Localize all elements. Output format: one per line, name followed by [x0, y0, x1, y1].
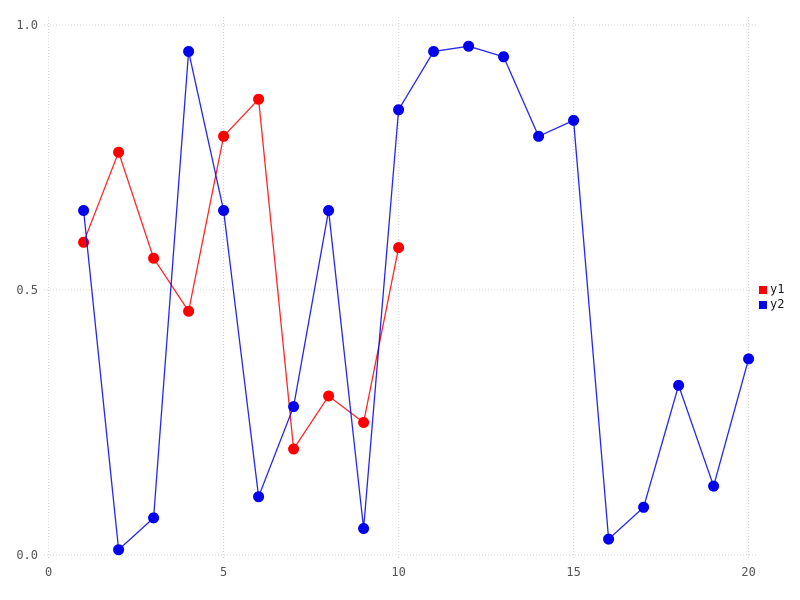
y-tick-label: 0.0 [16, 548, 38, 562]
data-point-y2 [218, 205, 230, 216]
data-point-y2 [393, 104, 405, 116]
x-tick-label: 0 [45, 565, 52, 579]
data-point-y2 [743, 353, 755, 365]
legend-item-y2: y2 [759, 298, 784, 311]
data-point-y2 [113, 544, 125, 556]
data-point-y2 [428, 46, 440, 57]
data-point-y1 [113, 146, 125, 158]
legend-label-y2: y2 [770, 297, 785, 311]
data-point-y2 [463, 40, 475, 52]
data-point-y2 [253, 491, 265, 503]
data-point-y2 [288, 401, 300, 413]
data-point-y2 [148, 512, 160, 524]
legend-label-y1: y1 [770, 282, 785, 296]
legend-item-y1: y1 [759, 283, 784, 296]
data-point-y2 [78, 205, 90, 216]
data-point-y1 [358, 417, 370, 428]
y-tick-label: 1.0 [16, 18, 38, 32]
data-point-y2 [533, 130, 545, 142]
data-point-y1 [393, 242, 405, 254]
data-point-y2 [638, 501, 650, 513]
x-tick-label: 10 [391, 565, 405, 579]
x-tick-label: 20 [741, 565, 755, 579]
data-point-y1 [288, 443, 300, 455]
data-point-y2 [323, 205, 335, 216]
legend-swatch-y1-icon [759, 285, 767, 294]
data-point-y1 [218, 130, 230, 142]
data-point-y1 [253, 93, 265, 105]
data-point-y2 [358, 523, 370, 534]
data-point-y2 [183, 46, 195, 57]
data-point-y1 [323, 390, 335, 402]
series-line-y1 [82, 97, 400, 451]
x-tick-label: 5 [220, 565, 227, 579]
data-point-y2 [708, 480, 720, 492]
legend: y1 y2 [757, 282, 787, 312]
data-point-y2 [673, 379, 685, 391]
legend-swatch-y2-icon [759, 300, 767, 309]
data-point-y1 [148, 252, 160, 264]
data-point-y2 [568, 114, 580, 126]
y-tick-label: 0.5 [16, 283, 38, 297]
data-point-y1 [183, 305, 195, 317]
series-line-y2 [82, 45, 750, 552]
data-point-y2 [603, 533, 615, 545]
data-point-y2 [498, 51, 510, 63]
x-tick-label: 15 [566, 565, 580, 579]
